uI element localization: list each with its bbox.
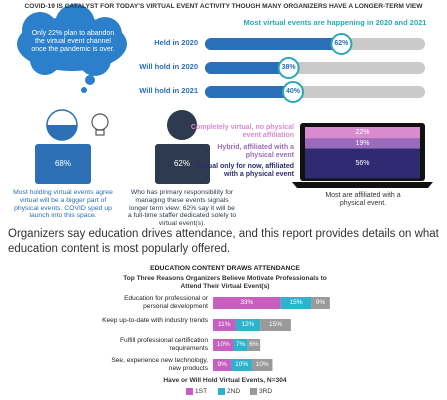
screen-segment (305, 138, 420, 149)
progress-label: 62% (334, 40, 349, 47)
bubble-text: Only 22% plan to abandon the virtual eve… (31, 30, 115, 54)
row-label: Will hold in 2021 (139, 86, 198, 95)
legend-swatch (250, 388, 257, 395)
bar-segment (260, 319, 291, 331)
category-label: See, experience new technology, new prod… (111, 357, 208, 372)
bar-segment (235, 319, 261, 331)
progress-fill (205, 86, 293, 98)
lightbulb-icon (91, 113, 109, 136)
progress-label: 38% (281, 64, 296, 71)
progress-knob (277, 57, 300, 79)
screen-segment (305, 148, 420, 179)
laptop-caption: Most are affiliated with a physical even… (325, 192, 401, 208)
segment-label: Virtual only for now, affiliated with a … (196, 163, 294, 179)
bar-value-label: 33% (240, 299, 254, 306)
legend-label: 3RD (259, 388, 273, 395)
bar-segment (213, 319, 236, 331)
progress-fill (205, 38, 342, 50)
bar-value-label: 9% (217, 361, 227, 368)
row-label: Will hold in 2020 (139, 62, 198, 71)
bar-value-label: 7% (235, 341, 246, 348)
bar-value-label: 10% (255, 361, 269, 368)
category-label: Keep up-to-date with industry trends (102, 317, 208, 324)
bar-segment (213, 297, 281, 309)
chart-subtitle: Top Three Reasons Organizers Believe Mot… (123, 275, 327, 290)
bar-segment (213, 359, 232, 371)
segment-value: 22% (355, 128, 370, 136)
bar-segment (280, 297, 312, 309)
bar-value-label: 6% (249, 341, 259, 348)
row-label: Held in 2020 (154, 38, 198, 47)
timing-title: Most virtual events are happening in 202… (243, 18, 427, 27)
segment-value: 19% (355, 139, 370, 147)
bar-segment (251, 359, 273, 371)
bar-segment (231, 359, 252, 371)
bar-value-label: 10% (235, 361, 249, 368)
bar-segment (247, 339, 261, 351)
person-icon (35, 109, 91, 184)
chart-title: EDUCATION CONTENT DRAWS ATTENDANCE (150, 265, 300, 272)
x-axis-label: Have or Will Hold Virtual Events, N=304 (163, 377, 287, 384)
bar-value-label: 9% (315, 299, 326, 306)
segment-value: 56% (355, 159, 370, 167)
bar-segment (213, 339, 234, 351)
progress-knob (330, 33, 353, 55)
bar-value-label: 10% (216, 341, 230, 348)
bar-value-label: 11% (218, 321, 231, 328)
figure-value: 68% (54, 159, 71, 168)
figure-text: Who has primary responsibility for manag… (127, 189, 237, 228)
progress-knob (282, 81, 304, 103)
legend-label: 1ST (195, 388, 208, 395)
category-label: Fulfill professional certification requi… (120, 337, 208, 352)
speech-bubble (17, 4, 127, 93)
bar-value-label: 15% (269, 321, 283, 328)
person-icon (155, 110, 210, 184)
figure-text: Most holding virtual events agree virtua… (13, 189, 113, 220)
legend-swatch (186, 388, 193, 395)
figure-value: 62% (173, 159, 190, 168)
segment-label: Completely virtual, no physical event af… (190, 124, 294, 140)
header-title: COVID-19 IS CATALYST FOR TODAY'S VIRTUAL… (24, 3, 423, 10)
progress-fill (205, 62, 289, 74)
bar-value-label: 12% (241, 321, 255, 328)
bar-value-label: 15% (289, 299, 303, 306)
progress-label: 40% (285, 88, 300, 95)
category-label: Education for professional or personal d… (124, 295, 208, 310)
segment-label: Hybrid, affiliated with a physical event (217, 144, 294, 160)
legend-swatch (218, 388, 225, 395)
screen-segment (305, 127, 420, 139)
bar-segment (233, 339, 248, 351)
legend-label: 2ND (227, 388, 241, 395)
bar-segment (311, 297, 330, 309)
paragraph: Organizers say education drives attendan… (8, 228, 439, 255)
